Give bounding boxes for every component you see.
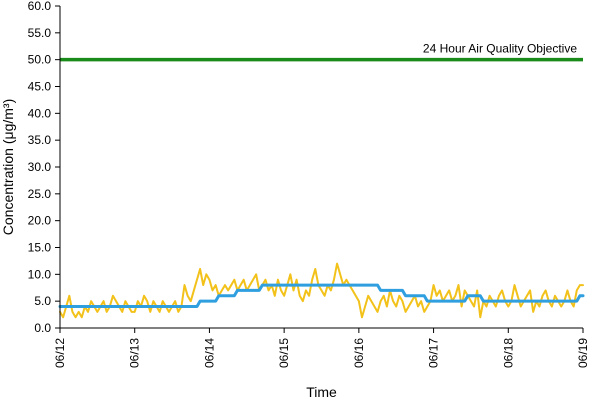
rolling-average-series-line xyxy=(58,283,585,309)
y-tick-label: 5.0 xyxy=(34,294,51,308)
x-tick-label: 06/17 xyxy=(427,338,441,368)
x-tick-label: 06/15 xyxy=(277,338,291,368)
x-axis-ticks: 06/12 06/13 06/14 06/15 06/16 06/17 06/18 06/19 xyxy=(53,328,590,368)
hourly-series-line xyxy=(59,262,584,319)
y-axis-ticks: 0.0 5.0 10.0 15.0 20.0 25.0 30.0 35.0 40.0 45.0 50… xyxy=(28,0,60,335)
air-quality-objective-label: 24 Hour Air Quality Objective xyxy=(423,42,577,56)
x-axis-title: Time xyxy=(306,384,337,400)
y-tick-label: 0.0 xyxy=(34,321,51,335)
x-tick-label: 06/14 xyxy=(202,338,216,368)
y-tick-label: 60.0 xyxy=(28,0,52,13)
y-tick-label: 10.0 xyxy=(28,267,52,281)
x-tick-label: 06/12 xyxy=(53,338,67,368)
y-tick-label: 15.0 xyxy=(28,241,52,255)
x-tick-label: 06/19 xyxy=(576,338,590,368)
plot-area xyxy=(58,57,585,319)
y-tick-label: 40.0 xyxy=(28,106,52,120)
y-tick-label: 35.0 xyxy=(28,133,52,147)
y-tick-label: 45.0 xyxy=(28,80,52,94)
y-tick-label: 50.0 xyxy=(28,53,52,67)
y-tick-label: 55.0 xyxy=(28,26,52,40)
y-tick-label: 30.0 xyxy=(28,160,52,174)
x-tick-label: 06/16 xyxy=(352,338,366,368)
y-tick-label: 25.0 xyxy=(28,187,52,201)
y-tick-label: 20.0 xyxy=(28,214,52,228)
x-tick-label: 06/18 xyxy=(501,338,515,368)
x-tick-label: 06/13 xyxy=(128,338,142,368)
y-axis-title: Concentration (μg/m³) xyxy=(0,99,16,235)
